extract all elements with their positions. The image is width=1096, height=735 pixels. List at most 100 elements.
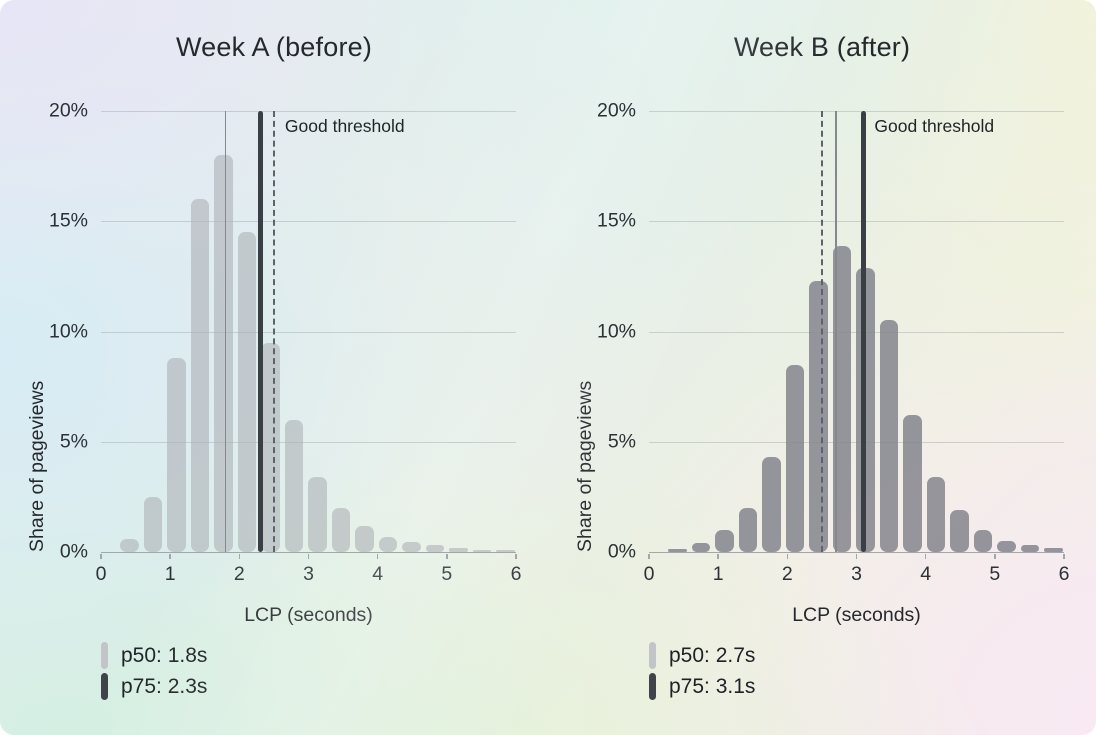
histogram-bar — [402, 542, 421, 552]
p75-legend-label: p75: 3.1s — [669, 674, 756, 698]
good-threshold-line — [272, 111, 275, 552]
x-tick-mark — [648, 553, 650, 559]
histogram-bar — [832, 245, 852, 552]
p50-median-line — [835, 111, 837, 552]
x-tick-mark — [1063, 553, 1065, 559]
legend: p50: 2.7s p75: 3.1s — [649, 642, 755, 700]
histogram-bar — [1020, 545, 1040, 552]
histogram-bar — [284, 419, 304, 552]
x-tick-mark — [238, 553, 241, 559]
histogram-bar — [762, 457, 781, 552]
histogram-bar — [449, 547, 468, 552]
chart-week-a-before: Week A (before) Share of pageviews Good … — [26, 32, 522, 700]
histogram-bar — [425, 545, 445, 552]
x-tick-mark — [717, 553, 719, 559]
gridline — [649, 221, 1064, 223]
legend-item-p75: p75: 3.1s — [649, 673, 755, 700]
y-tick-label: 5% — [607, 430, 636, 453]
x-tick-label: 0 — [643, 563, 655, 585]
histogram-bar — [973, 529, 993, 552]
plot-area: Good threshold — [648, 111, 1065, 559]
histogram-bar — [261, 342, 280, 552]
p50-median-line — [224, 111, 227, 552]
x-tick-mark — [855, 553, 858, 559]
histogram-bar — [472, 549, 492, 552]
histogram-bar — [214, 155, 233, 552]
chart-week-b-after: Week B (after) Share of pageviews Good t… — [548, 0, 1096, 735]
x-axis-line — [101, 551, 516, 553]
histogram-bar — [190, 199, 210, 552]
legend-item-p50: p50: 1.8s — [101, 642, 207, 669]
p75-line — [860, 111, 866, 552]
histogram-bar — [355, 525, 374, 552]
x-tick-label: 2 — [233, 563, 245, 585]
histogram-bar — [143, 496, 163, 552]
x-tick-label: 4 — [372, 563, 384, 585]
good-threshold-line — [820, 111, 823, 552]
x-tick-mark — [100, 553, 102, 559]
histogram-bar — [715, 529, 734, 552]
histogram-bar — [738, 507, 758, 552]
x-tick-label: 6 — [510, 563, 522, 585]
p75-line — [257, 111, 263, 552]
y-tick-label: 15% — [48, 209, 88, 232]
x-tick-label: 4 — [920, 563, 932, 585]
x-tick-mark — [786, 553, 789, 559]
p50-legend-marker — [649, 642, 656, 669]
gridline — [101, 221, 516, 223]
histogram-bar — [879, 320, 899, 552]
p75-legend-marker — [649, 673, 656, 700]
histogram-bar — [167, 357, 186, 552]
p50-legend-label: p50: 2.7s — [669, 643, 756, 667]
x-tick-label: 0 — [95, 563, 107, 585]
x-tick-label: 3 — [303, 563, 314, 585]
histogram-bar — [668, 548, 687, 552]
gridline — [101, 331, 516, 333]
x-tick-mark — [994, 553, 996, 559]
histogram-bar — [237, 232, 257, 552]
chart-title: Week B (after) — [733, 32, 911, 62]
histogram-bar — [331, 507, 351, 552]
histogram-bar — [496, 549, 515, 552]
y-tick-label: 10% — [48, 320, 88, 342]
x-axis-line — [649, 551, 1064, 553]
histogram-bar — [1044, 547, 1063, 552]
good-threshold-label: Good threshold — [284, 116, 405, 136]
histogram-bar — [691, 543, 711, 552]
y-tick-label: 20% — [48, 99, 88, 122]
gridline — [101, 111, 516, 112]
gridline — [649, 111, 1064, 112]
histogram-bar — [903, 415, 922, 552]
x-tick-label: 6 — [1058, 563, 1070, 585]
p50-legend-marker — [101, 642, 108, 669]
histogram-bar — [809, 280, 828, 552]
plot-area: Good threshold — [100, 111, 517, 559]
x-tick-mark — [307, 553, 310, 559]
x-tick-label: 1 — [712, 563, 724, 585]
histogram-bar — [926, 477, 946, 552]
y-tick-label: 0% — [59, 540, 88, 563]
y-tick-label: 10% — [596, 320, 636, 342]
histogram-bar — [997, 540, 1016, 552]
histogram-bar — [378, 536, 398, 552]
histogram-bar — [120, 538, 139, 552]
y-tick-label: 15% — [596, 209, 636, 232]
gridline — [101, 441, 516, 443]
y-tick-label: 0% — [607, 540, 636, 563]
x-tick-mark — [446, 553, 448, 559]
x-tick-label: 2 — [781, 563, 793, 585]
x-axis-title: LCP (seconds) — [244, 604, 373, 626]
x-tick-mark — [376, 553, 379, 559]
y-tick-label: 5% — [59, 430, 88, 453]
p75-legend-marker — [101, 673, 108, 700]
x-tick-label: 1 — [164, 563, 176, 585]
legend-item-p75: p75: 2.3s — [101, 673, 207, 700]
x-tick-mark — [515, 553, 517, 559]
x-tick-label: 5 — [441, 563, 453, 585]
chart-title: Week A (before) — [175, 32, 373, 62]
legend-item-p50: p50: 2.7s — [649, 642, 755, 669]
legend: p50: 1.8s p75: 2.3s — [101, 642, 207, 700]
x-tick-label: 3 — [851, 563, 862, 585]
x-tick-mark — [924, 553, 927, 559]
